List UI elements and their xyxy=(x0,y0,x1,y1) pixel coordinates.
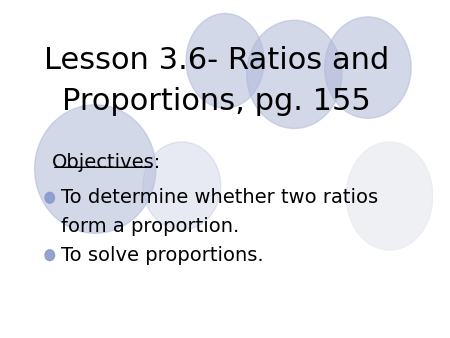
Text: form a proportion.: form a proportion. xyxy=(61,217,239,236)
Ellipse shape xyxy=(346,142,433,250)
Ellipse shape xyxy=(143,142,221,230)
Text: To solve proportions.: To solve proportions. xyxy=(61,246,263,265)
Text: To determine whether two ratios: To determine whether two ratios xyxy=(61,188,378,207)
Text: Proportions, pg. 155: Proportions, pg. 155 xyxy=(62,87,371,116)
Ellipse shape xyxy=(324,17,411,118)
Ellipse shape xyxy=(247,20,342,128)
Ellipse shape xyxy=(186,14,264,108)
Text: Objectives:: Objectives: xyxy=(52,153,161,172)
Ellipse shape xyxy=(35,105,156,233)
Ellipse shape xyxy=(45,250,54,261)
Text: Lesson 3.6- Ratios and: Lesson 3.6- Ratios and xyxy=(44,46,389,75)
Ellipse shape xyxy=(45,192,54,203)
